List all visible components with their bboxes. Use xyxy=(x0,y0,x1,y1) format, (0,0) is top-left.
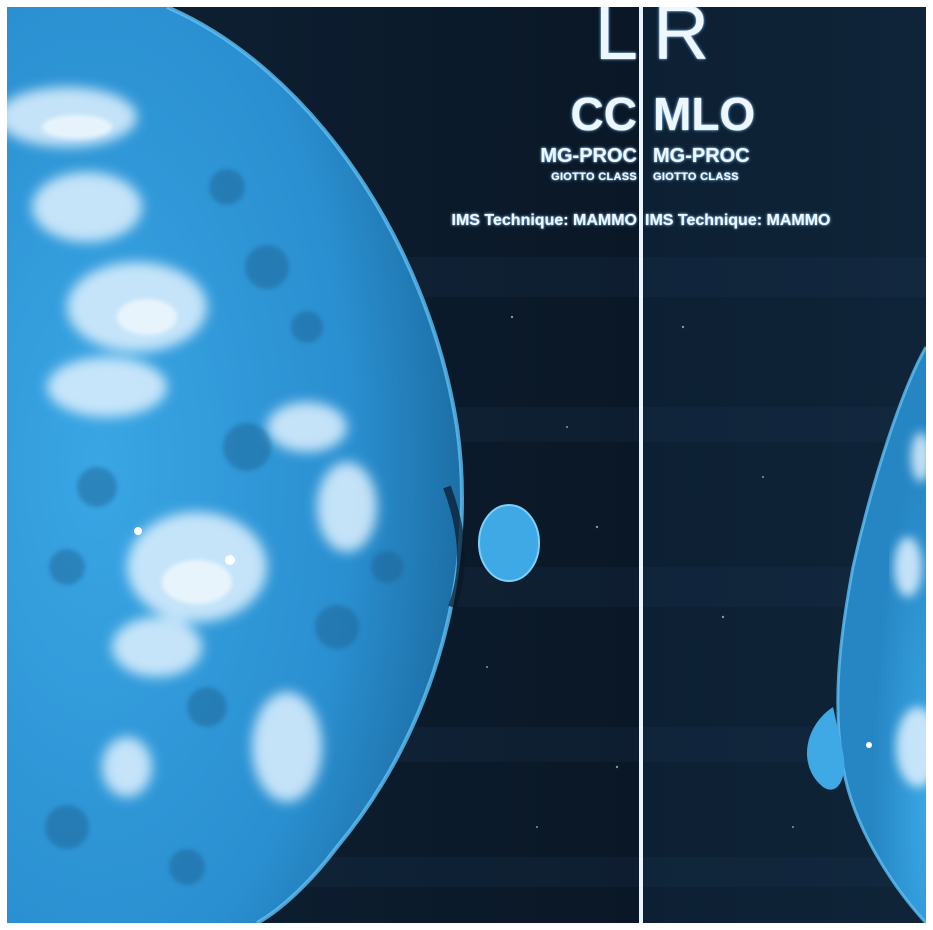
device-label-right: GIOTTO CLASS xyxy=(653,171,739,183)
mammogram-frame: L CC MG-PROC GIOTTO CLASS IMS Technique:… xyxy=(7,7,926,923)
panel-divider xyxy=(639,7,643,923)
laterality-label-right: R xyxy=(653,7,709,76)
laterality-label-left: L xyxy=(594,7,638,76)
technique-label-left: IMS Technique: MAMMO xyxy=(451,212,637,229)
right-mlo-panel: R MLO MG-PROC GIOTTO CLASS IMS Technique… xyxy=(643,7,926,923)
procedure-label-left: MG-PROC xyxy=(540,145,637,167)
right-breast-image xyxy=(643,7,926,923)
technique-label-right: IMS Technique: MAMMO xyxy=(645,212,831,229)
left-breast-image xyxy=(7,7,639,923)
device-label-left: GIOTTO CLASS xyxy=(551,171,637,183)
view-label-left: CC xyxy=(570,88,637,140)
left-cc-panel: L CC MG-PROC GIOTTO CLASS IMS Technique:… xyxy=(7,7,639,923)
procedure-label-right: MG-PROC xyxy=(653,145,750,167)
view-label-right: MLO xyxy=(653,88,756,140)
